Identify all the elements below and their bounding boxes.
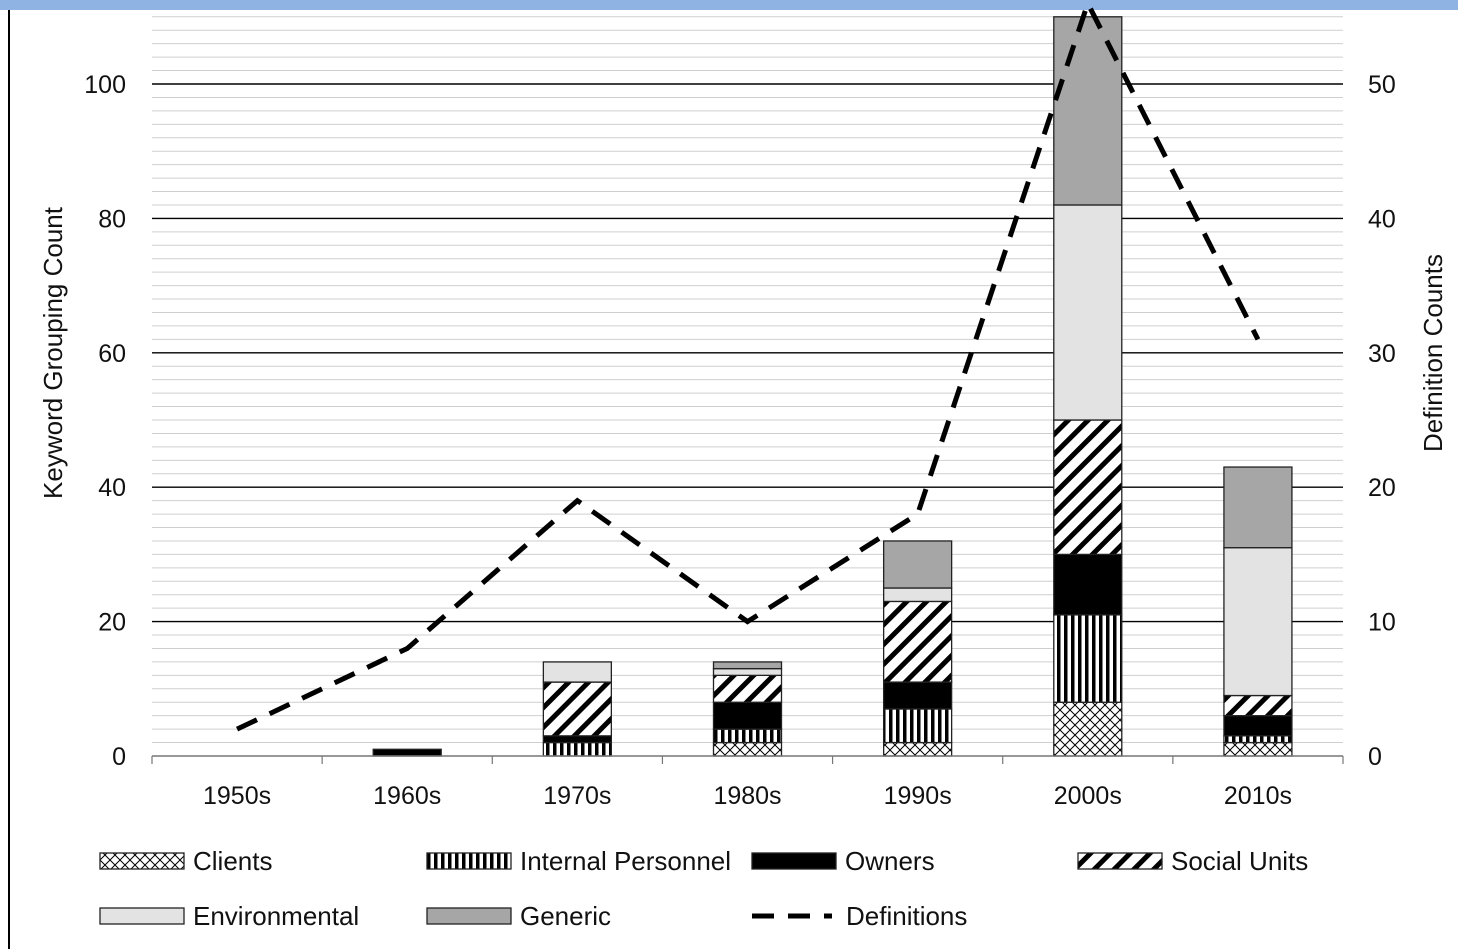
y-tick-label-left: 40 bbox=[98, 474, 126, 502]
x-tick-label: 2010s bbox=[1224, 782, 1292, 810]
top-bar bbox=[0, 0, 1458, 10]
legend: Clients Internal Personnel Owners Social Un… bbox=[99, 846, 1308, 931]
bar-segment-owners bbox=[1053, 553, 1123, 616]
legend-label-generic: Generic bbox=[520, 901, 611, 931]
left-border bbox=[8, 10, 10, 949]
y-tick-label-right: 10 bbox=[1368, 609, 1396, 637]
bar-segment-internal-personnel bbox=[1053, 614, 1123, 703]
y-tick-label-right: 30 bbox=[1368, 340, 1396, 368]
y-tick-label-left: 60 bbox=[98, 340, 126, 368]
bar-segment-environmental bbox=[882, 587, 953, 603]
bar-segment-social-units bbox=[882, 600, 953, 683]
x-tick-label: 2000s bbox=[1054, 782, 1122, 810]
bar-segment-generic bbox=[712, 661, 783, 670]
legend-swatch-environmental bbox=[99, 907, 185, 925]
bar-segment-owners bbox=[372, 748, 442, 757]
bar-segment-clients bbox=[1223, 741, 1293, 757]
legend-swatch-clients bbox=[99, 852, 185, 870]
bar-segment-clients bbox=[1053, 701, 1123, 757]
bar-segment-environmental bbox=[712, 667, 783, 677]
stacked-bars bbox=[372, 16, 1293, 757]
legend-label-environmental: Environmental bbox=[193, 901, 359, 931]
legend-label-internal-personnel: Internal Personnel bbox=[520, 846, 731, 876]
bar-segment-social-units bbox=[1223, 694, 1293, 717]
legend-label-social-units: Social Units bbox=[1171, 846, 1308, 876]
y-tick-label-right: 0 bbox=[1368, 743, 1382, 771]
bar-segment-environmental bbox=[542, 661, 613, 683]
bar-segment-social-units bbox=[712, 674, 783, 703]
definitions-line bbox=[236, 0, 1261, 732]
y-tick-label-right: 40 bbox=[1368, 205, 1396, 233]
bar-segment-environmental bbox=[1053, 204, 1123, 421]
y-axis-title-right: Definition Counts bbox=[1418, 254, 1448, 452]
bar-segment-social-units bbox=[542, 681, 613, 737]
x-tick-label: 1960s bbox=[373, 782, 441, 810]
bar-segment-internal-personnel bbox=[882, 708, 953, 744]
bar-segment-clients bbox=[712, 741, 783, 757]
definitions-line-layer bbox=[236, 0, 1261, 732]
bar-segment-owners bbox=[712, 701, 783, 730]
legend-swatch-owners bbox=[751, 852, 837, 870]
bar-segment-internal-personnel bbox=[1223, 735, 1293, 744]
bar-segment-owners bbox=[1223, 715, 1293, 737]
y-axis-title-left: Keyword Grouping Count bbox=[38, 206, 68, 499]
gridlines bbox=[152, 16, 1343, 744]
legend-label-definitions: Definitions bbox=[846, 901, 967, 931]
x-tick-label: 1990s bbox=[884, 782, 952, 810]
bar-segment-generic bbox=[1223, 466, 1293, 549]
y-tick-label-left: 0 bbox=[112, 743, 126, 771]
x-tick-label: 1970s bbox=[543, 782, 611, 810]
y-tick-label-left: 20 bbox=[98, 609, 126, 637]
bar-segment-generic bbox=[882, 540, 953, 589]
bar-segment-owners bbox=[542, 735, 613, 744]
bar-segment-social-units bbox=[1053, 419, 1123, 556]
x-tick-label: 1980s bbox=[713, 782, 781, 810]
y-tick-label-left: 80 bbox=[98, 205, 126, 233]
legend-swatch-social-units bbox=[1077, 852, 1163, 870]
legend-swatch-generic bbox=[426, 907, 512, 925]
axes: 0 20 40 60 80 100 0 10 20 30 40 50 1950s 1960s 1970s 19… bbox=[84, 71, 1396, 810]
bar-segment-internal-personnel bbox=[712, 728, 783, 744]
legend-label-clients: Clients bbox=[193, 846, 272, 876]
legend-swatch-internal-personnel bbox=[426, 852, 512, 870]
bar-segment-internal-personnel bbox=[542, 741, 613, 757]
y-tick-label-right: 50 bbox=[1368, 71, 1396, 99]
x-tick-label: 1950s bbox=[203, 782, 271, 810]
y-tick-label-left: 100 bbox=[84, 71, 126, 99]
bar-segment-clients bbox=[882, 741, 953, 757]
bar-segment-environmental bbox=[1223, 547, 1293, 697]
legend-label-owners: Owners bbox=[845, 846, 935, 876]
y-tick-label-right: 20 bbox=[1368, 474, 1396, 502]
bar-segment-owners bbox=[882, 681, 953, 710]
